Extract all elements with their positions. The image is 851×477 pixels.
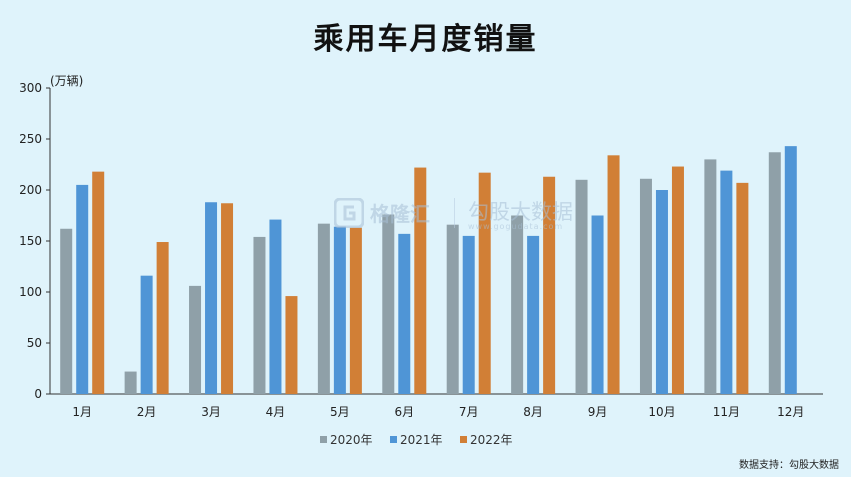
chart-ticks: 0 50 100 150 200 250 300 1月 2月 3月 4月 5月 6月 7月 8月 9月 10月 1… bbox=[19, 81, 804, 419]
x-tick-label: 3月 bbox=[201, 405, 221, 419]
legend-label: 2020年 bbox=[330, 433, 373, 447]
bar bbox=[462, 235, 475, 394]
x-tick-label: 6月 bbox=[394, 405, 414, 419]
bar bbox=[285, 296, 298, 394]
y-tick-label: 300 bbox=[19, 81, 42, 95]
bar bbox=[768, 152, 781, 394]
bar bbox=[205, 202, 218, 394]
bar bbox=[414, 167, 427, 394]
bar bbox=[382, 214, 395, 394]
y-tick-label: 150 bbox=[19, 234, 42, 248]
bar bbox=[60, 228, 73, 394]
bar bbox=[124, 371, 137, 394]
y-unit-label: (万辆) bbox=[50, 74, 83, 88]
bar bbox=[478, 172, 491, 394]
x-tick-label: 5月 bbox=[330, 405, 350, 419]
legend-swatch bbox=[390, 436, 397, 443]
x-tick-label: 7月 bbox=[459, 405, 479, 419]
y-tick-label: 100 bbox=[19, 285, 42, 299]
x-tick-label: 10月 bbox=[648, 405, 675, 419]
bar bbox=[333, 226, 346, 394]
bar bbox=[349, 227, 362, 394]
x-tick-label: 8月 bbox=[523, 405, 543, 419]
chart-title: 乘用车月度销量 bbox=[313, 22, 538, 57]
legend-label: 2022年 bbox=[470, 433, 513, 447]
source-note: 数据支持：勾股大数据 bbox=[739, 460, 839, 471]
bar bbox=[156, 242, 169, 394]
bar bbox=[317, 223, 330, 394]
bar bbox=[269, 219, 282, 394]
y-tick-label: 50 bbox=[27, 336, 42, 350]
bar bbox=[575, 179, 588, 394]
bar bbox=[591, 215, 604, 394]
x-tick-label: 9月 bbox=[588, 405, 608, 419]
legend-label: 2021年 bbox=[400, 433, 443, 447]
bar bbox=[704, 159, 717, 394]
bar bbox=[671, 166, 684, 394]
y-tick-label: 250 bbox=[19, 132, 42, 146]
chart-legend: 2020年 2021年 2022年 bbox=[320, 433, 513, 447]
bar bbox=[720, 170, 733, 394]
x-tick-label: 1月 bbox=[72, 405, 92, 419]
y-tick-label: 0 bbox=[34, 387, 42, 401]
chart-bars bbox=[60, 146, 797, 394]
bar bbox=[736, 182, 749, 394]
bar bbox=[92, 171, 105, 394]
bar bbox=[655, 190, 668, 394]
x-tick-label: 4月 bbox=[266, 405, 286, 419]
bar bbox=[221, 203, 234, 394]
bar bbox=[446, 224, 459, 394]
bar bbox=[543, 176, 556, 394]
bar bbox=[76, 184, 89, 394]
bar bbox=[639, 178, 652, 394]
y-tick-label: 200 bbox=[19, 183, 42, 197]
bar bbox=[607, 155, 620, 394]
bar bbox=[784, 146, 797, 394]
legend-swatch bbox=[320, 436, 327, 443]
bar bbox=[398, 233, 411, 394]
legend-swatch bbox=[460, 436, 467, 443]
x-tick-label: 11月 bbox=[713, 405, 740, 419]
bar bbox=[253, 236, 266, 394]
bar bbox=[511, 215, 524, 394]
bar bbox=[527, 235, 540, 394]
x-tick-label: 2月 bbox=[137, 405, 157, 419]
x-tick-label: 12月 bbox=[777, 405, 804, 419]
bar bbox=[189, 285, 202, 394]
bar bbox=[140, 275, 153, 394]
